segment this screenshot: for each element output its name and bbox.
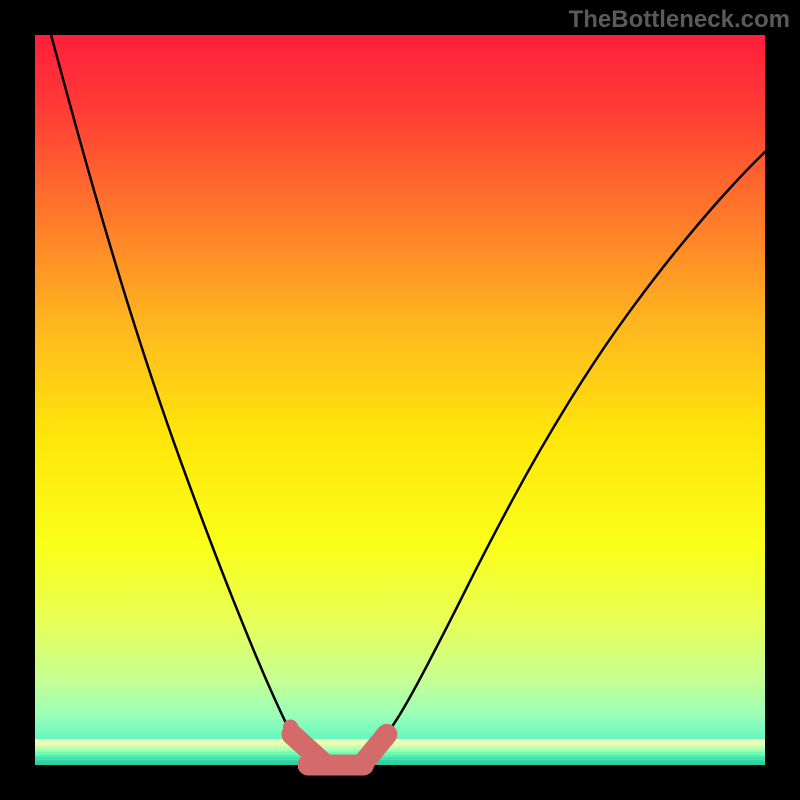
chart-frame: TheBottleneck.com xyxy=(0,0,800,800)
plot-area xyxy=(35,35,765,765)
highlight-dot xyxy=(283,720,298,735)
highlight-segment xyxy=(364,734,387,762)
bottleneck-curve xyxy=(35,35,765,765)
watermark-text: TheBottleneck.com xyxy=(569,6,790,34)
